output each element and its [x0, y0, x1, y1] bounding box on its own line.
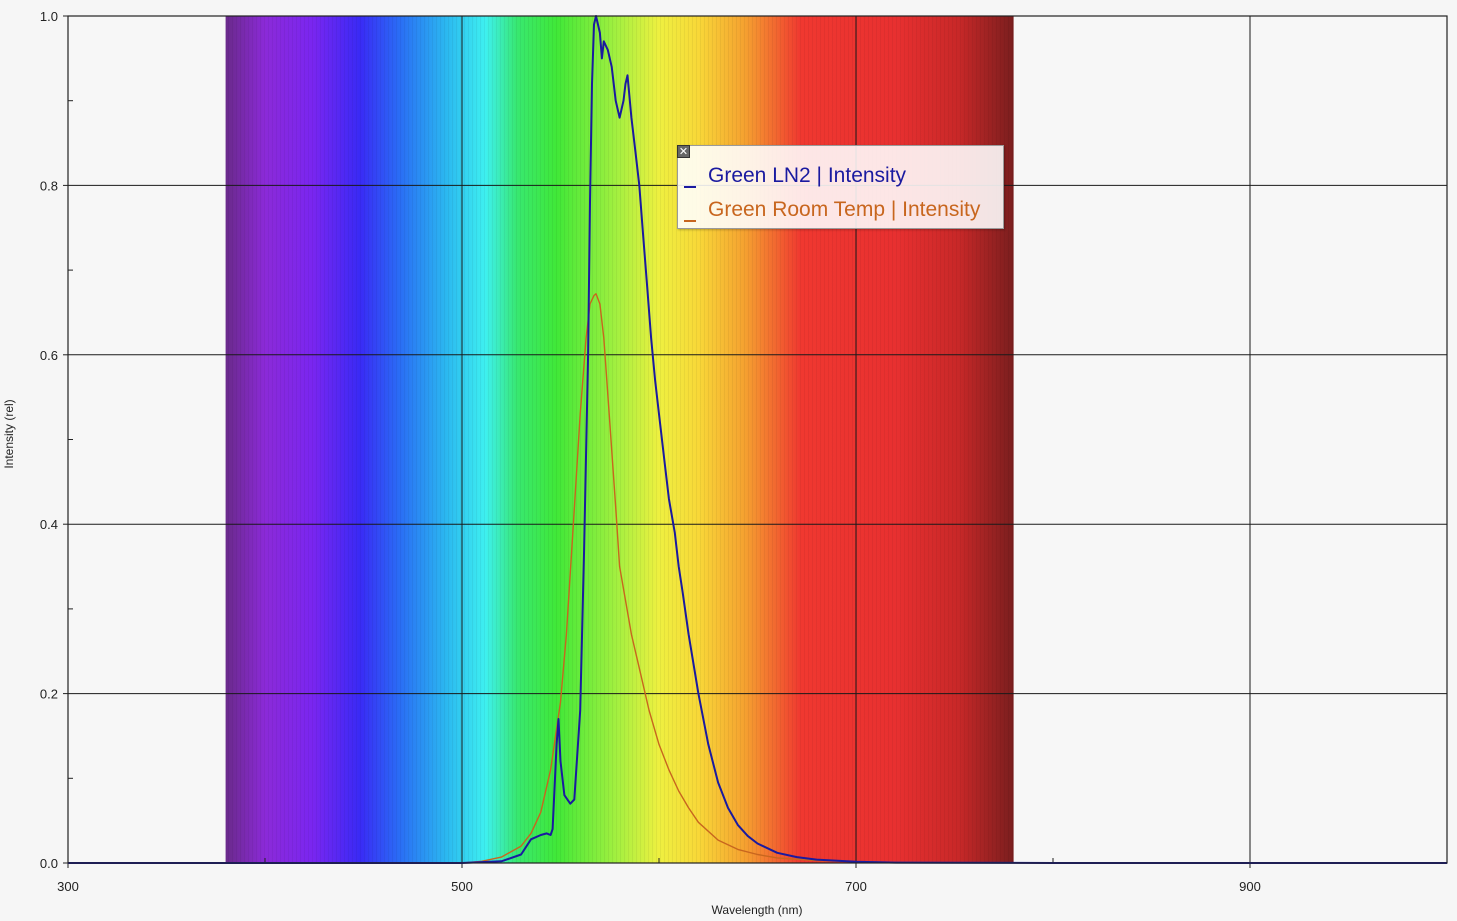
y-tick-label: 0.6 [40, 348, 58, 363]
legend-label-green-ln2: Green LN2 | Intensity [708, 164, 907, 187]
series-line-green-ln2 [68, 15, 1447, 864]
legend-close-icon[interactable]: ✕ [677, 145, 690, 158]
x-tick-label: 500 [451, 879, 473, 894]
legend-entry-green-ln2[interactable]: Green LN2 | Intensity [684, 164, 906, 188]
y-tick-label: 0.2 [40, 687, 58, 702]
plot-frame [67, 15, 1448, 864]
legend-entry-green-room-temp[interactable]: Green Room Temp | Intensity [684, 198, 980, 222]
legend[interactable]: ✕ Green LN2 | Intensity Green Room Temp … [677, 145, 1004, 229]
legend-swatch-green-ln2 [684, 186, 696, 188]
legend-label-green-room-temp: Green Room Temp | Intensity [708, 198, 981, 221]
series-layer [68, 15, 1448, 864]
x-tick-label: 300 [57, 879, 79, 894]
x-tick-label: 700 [845, 879, 867, 894]
y-axis-label: Intensity (rel) [2, 399, 16, 468]
series-line-green-room-temp [68, 293, 1448, 864]
y-tick-label: 1.0 [40, 9, 58, 24]
visible-spectrum-stripes [225, 16, 1014, 863]
y-tick-label: 0.0 [40, 856, 58, 871]
legend-swatch-green-room-temp [684, 220, 696, 222]
x-tick-labels: 300 500 700 900 [57, 879, 1261, 894]
x-axis-label: Wavelength (nm) [712, 903, 803, 917]
y-tick-labels: 0.0 0.2 0.4 0.6 0.8 1.0 [40, 9, 58, 871]
y-tick-label: 0.8 [40, 178, 58, 193]
x-tick-label: 900 [1239, 879, 1261, 894]
y-tick-label: 0.4 [40, 517, 58, 532]
